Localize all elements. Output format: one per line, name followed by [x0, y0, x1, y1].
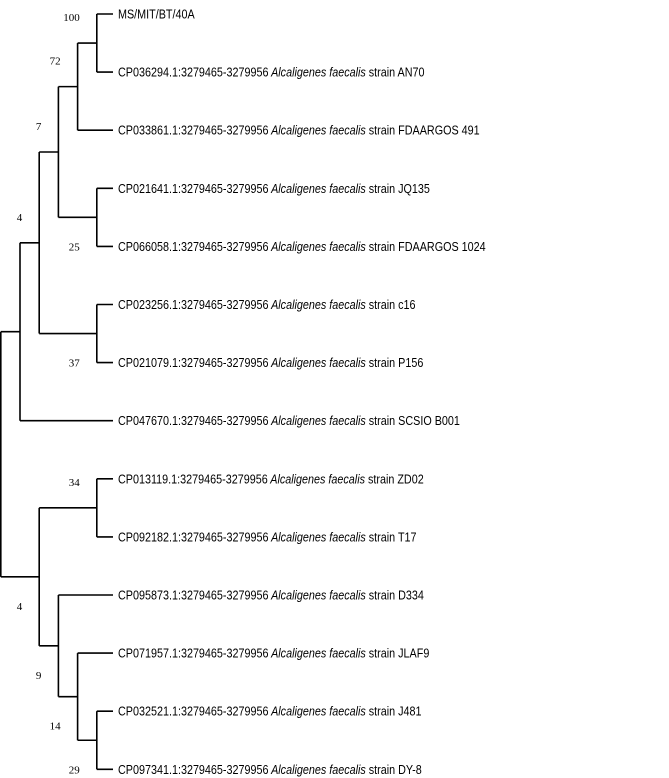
leaf-label: CP036294.1:3279465-3279956 Alcaligenes f… [118, 65, 425, 80]
taxon-name: CP036294.1:3279465-3279956 Alcaligenes f… [118, 65, 425, 80]
taxon-name: CP013119.1:3279465-3279956 Alcaligenes f… [118, 471, 424, 486]
species: Alcaligenes faecalis [268, 297, 365, 312]
bootstrap-value: 34 [69, 477, 81, 489]
accession: MS/MIT/BT/40A [118, 7, 195, 22]
taxon-name: CP021079.1:3279465-3279956 Alcaligenes f… [118, 355, 424, 370]
bootstrap-value: 14 [50, 721, 62, 733]
strain: strain ZD02 [365, 471, 424, 486]
accession: CP032521.1:3279465-3279956 [118, 704, 269, 719]
strain: strain JLAF9 [366, 646, 430, 661]
accession: CP021079.1:3279465-3279956 [118, 355, 269, 370]
accession: CP021641.1:3279465-3279956 [118, 181, 269, 196]
bootstrap-value: 25 [69, 241, 81, 253]
taxon-name: CP097341.1:3279465-3279956 Alcaligenes f… [118, 762, 422, 777]
strain: strain D334 [366, 588, 424, 603]
leaf-label: CP032521.1:3279465-3279956 Alcaligenes f… [118, 704, 422, 719]
leaf-label: CP097341.1:3279465-3279956 Alcaligenes f… [118, 762, 422, 777]
taxon-name: MS/MIT/BT/40A [118, 7, 195, 22]
leaf-label: CP092182.1:3279465-3279956 Alcaligenes f… [118, 529, 417, 544]
bootstrap-value: 4 [17, 601, 23, 613]
strain: strain DY-8 [366, 762, 422, 777]
leaf-label: CP021641.1:3279465-3279956 Alcaligenes f… [118, 181, 430, 196]
species: Alcaligenes faecalis [268, 762, 365, 777]
leaf-label: CP013119.1:3279465-3279956 Alcaligenes f… [118, 471, 424, 486]
leaf-label: CP066058.1:3279465-3279956 Alcaligenes f… [118, 239, 486, 254]
strain: strain FDAARGOS 1024 [366, 239, 486, 254]
strain: strain J481 [366, 704, 422, 719]
strain: strain FDAARGOS 491 [366, 123, 480, 138]
leaf-label: CP047670.1:3279465-3279956 Alcaligenes f… [118, 413, 460, 428]
accession: CP066058.1:3279465-3279956 [118, 239, 269, 254]
bootstrap-value: 37 [69, 358, 81, 370]
taxon-name: CP023256.1:3279465-3279956 Alcaligenes f… [118, 297, 416, 312]
species: Alcaligenes faecalis [268, 355, 365, 370]
taxon-name: CP071957.1:3279465-3279956 Alcaligenes f… [118, 646, 430, 661]
species: Alcaligenes faecalis [268, 181, 365, 196]
species: Alcaligenes faecalis [268, 704, 365, 719]
accession: CP023256.1:3279465-3279956 [118, 297, 269, 312]
species: Alcaligenes faecalis [268, 646, 365, 661]
taxon-name: CP047670.1:3279465-3279956 Alcaligenes f… [118, 413, 460, 428]
leaf-label: CP095873.1:3279465-3279956 Alcaligenes f… [118, 588, 424, 603]
accession: CP033861.1:3279465-3279956 [118, 123, 269, 138]
accession: CP071957.1:3279465-3279956 [118, 646, 269, 661]
strain: strain JQ135 [366, 181, 430, 196]
strain: strain T17 [366, 529, 417, 544]
accession: CP092182.1:3279465-3279956 [118, 529, 269, 544]
bootstrap-value: 9 [36, 670, 42, 682]
bootstrap-value: 100 [63, 12, 80, 24]
species: Alcaligenes faecalis [268, 588, 365, 603]
leaf-label: CP023256.1:3279465-3279956 Alcaligenes f… [118, 297, 416, 312]
taxon-name: CP095873.1:3279465-3279956 Alcaligenes f… [118, 588, 424, 603]
taxon-name: CP092182.1:3279465-3279956 Alcaligenes f… [118, 529, 417, 544]
accession: CP013119.1:3279465-3279956 [118, 471, 268, 486]
species: Alcaligenes faecalis [268, 239, 365, 254]
bootstrap-value: 72 [50, 56, 61, 68]
species: Alcaligenes faecalis [268, 65, 365, 80]
species: Alcaligenes faecalis [268, 413, 365, 428]
species: Alcaligenes faecalis [268, 529, 365, 544]
accession: CP036294.1:3279465-3279956 [118, 65, 269, 80]
accession: CP047670.1:3279465-3279956 [118, 413, 269, 428]
strain: strain SCSIO B001 [366, 413, 460, 428]
taxon-name: CP021641.1:3279465-3279956 Alcaligenes f… [118, 181, 430, 196]
strain: strain c16 [366, 297, 416, 312]
leaf-label: MS/MIT/BT/40A [118, 7, 195, 22]
taxon-name: CP066058.1:3279465-3279956 Alcaligenes f… [118, 239, 486, 254]
bootstrap-value: 29 [69, 764, 81, 776]
leaf-label: CP071957.1:3279465-3279956 Alcaligenes f… [118, 646, 430, 661]
strain: strain AN70 [366, 65, 425, 80]
strain: strain P156 [366, 355, 424, 370]
accession: CP097341.1:3279465-3279956 [118, 762, 269, 777]
bootstrap-value: 4 [17, 212, 23, 224]
leaf-label: CP021079.1:3279465-3279956 Alcaligenes f… [118, 355, 424, 370]
taxon-name: CP033861.1:3279465-3279956 Alcaligenes f… [118, 123, 480, 138]
accession: CP095873.1:3279465-3279956 [118, 588, 269, 603]
leaf-label: CP033861.1:3279465-3279956 Alcaligenes f… [118, 123, 480, 138]
species: Alcaligenes faecalis [268, 123, 365, 138]
species: Alcaligenes faecalis [268, 471, 365, 486]
taxon-name: CP032521.1:3279465-3279956 Alcaligenes f… [118, 704, 422, 719]
bootstrap-value: 7 [36, 121, 42, 133]
